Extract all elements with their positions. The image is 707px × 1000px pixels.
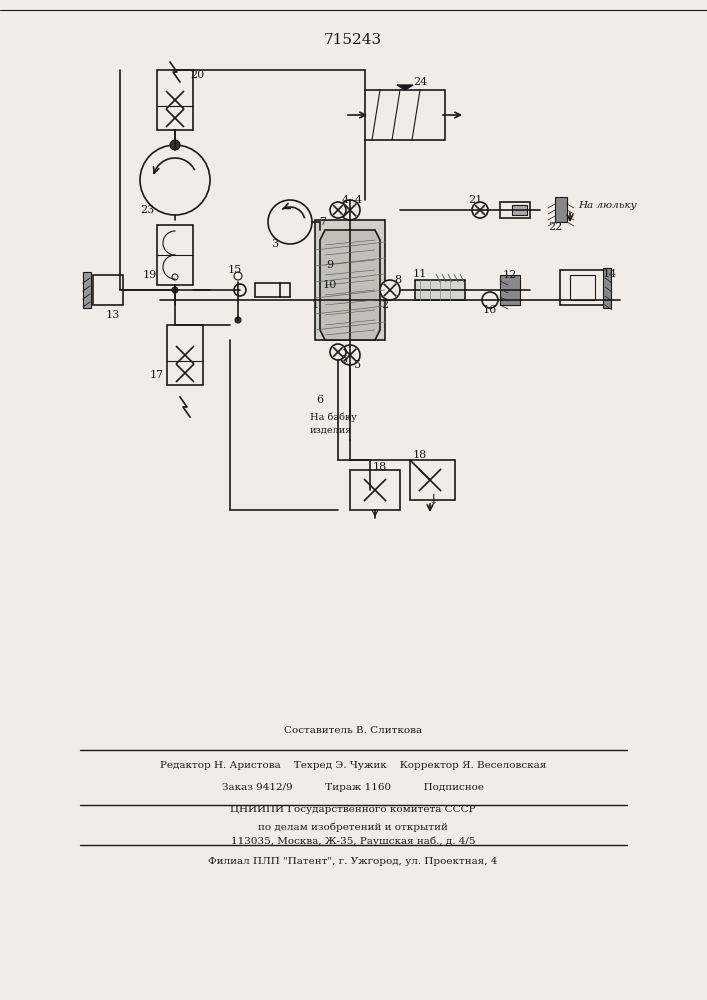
- Text: 14: 14: [603, 269, 617, 279]
- Text: 19: 19: [143, 270, 157, 280]
- Text: 15: 15: [228, 265, 242, 275]
- Bar: [410, 460, 455, 500]
- Polygon shape: [397, 85, 413, 90]
- Text: На люльку: На люльку: [578, 200, 636, 210]
- Text: 10: 10: [323, 280, 337, 290]
- Text: по делам изобретений и открытий: по делам изобретений и открытий: [258, 822, 448, 832]
- Bar: [570, 275, 595, 300]
- Circle shape: [268, 200, 312, 244]
- Circle shape: [172, 274, 178, 280]
- Text: 5: 5: [354, 360, 361, 370]
- Text: ЦНИИПИ Государственного комитета СССР: ЦНИИПИ Государственного комитета СССР: [230, 805, 476, 814]
- Circle shape: [140, 145, 210, 215]
- Bar: [555, 197, 567, 222]
- Bar: [315, 220, 385, 340]
- Text: 1: 1: [312, 300, 319, 310]
- Text: 7: 7: [320, 217, 327, 227]
- Text: 17: 17: [150, 370, 164, 380]
- Text: 6: 6: [317, 395, 324, 405]
- Circle shape: [330, 344, 346, 360]
- Bar: [93, 275, 123, 305]
- Bar: [500, 275, 520, 305]
- Text: 9: 9: [327, 260, 334, 270]
- Bar: [83, 272, 91, 308]
- Bar: [500, 202, 530, 218]
- Text: Заказ 9412/9          Тираж 1160          Подписное: Заказ 9412/9 Тираж 1160 Подписное: [222, 782, 484, 792]
- Text: 715243: 715243: [324, 33, 382, 47]
- Circle shape: [340, 345, 360, 365]
- Text: На бабку: На бабку: [310, 412, 357, 422]
- Text: 13: 13: [106, 310, 120, 320]
- Bar: [365, 90, 445, 140]
- Text: 5: 5: [341, 355, 349, 365]
- Circle shape: [172, 287, 178, 293]
- Bar: [255, 283, 290, 297]
- Bar: [157, 70, 193, 130]
- Text: 3: 3: [271, 239, 279, 249]
- Text: ↓: ↓: [427, 493, 439, 507]
- Text: 11: 11: [413, 269, 427, 279]
- Circle shape: [380, 280, 400, 300]
- Circle shape: [340, 200, 360, 220]
- Text: 2: 2: [382, 300, 389, 310]
- Text: 24: 24: [413, 77, 427, 87]
- Text: 21: 21: [468, 195, 482, 205]
- Bar: [157, 225, 193, 285]
- Bar: [415, 280, 465, 300]
- Circle shape: [330, 202, 346, 218]
- Text: Филиал ПЛП "Патент", г. Ужгород, ул. Проектная, 4: Филиал ПЛП "Патент", г. Ужгород, ул. Про…: [209, 857, 498, 866]
- Circle shape: [234, 284, 246, 296]
- Text: 20: 20: [190, 70, 204, 80]
- Bar: [603, 268, 611, 308]
- Text: 22: 22: [548, 222, 562, 232]
- Circle shape: [235, 317, 241, 323]
- Circle shape: [472, 202, 488, 218]
- Text: 12: 12: [503, 270, 517, 280]
- Circle shape: [482, 292, 498, 308]
- Bar: [350, 470, 400, 510]
- Bar: [560, 270, 605, 305]
- Text: 4: 4: [341, 195, 349, 205]
- Bar: [512, 205, 527, 215]
- Text: Редактор Н. Аристова    Техред Э. Чужик    Корректор Я. Веселовская: Редактор Н. Аристова Техред Э. Чужик Кор…: [160, 760, 546, 770]
- Text: Составитель В. Слиткова: Составитель В. Слиткова: [284, 726, 422, 735]
- Text: 8: 8: [395, 275, 402, 285]
- Text: 23: 23: [140, 205, 154, 215]
- Text: 4: 4: [354, 195, 361, 205]
- Text: 16: 16: [483, 305, 497, 315]
- Text: 18: 18: [413, 450, 427, 460]
- Bar: [167, 325, 203, 385]
- Circle shape: [170, 140, 180, 150]
- Text: 113035, Москва, Ж-35, Раушская наб., д. 4/5: 113035, Москва, Ж-35, Раушская наб., д. …: [230, 837, 475, 846]
- Text: 18: 18: [373, 462, 387, 472]
- Text: изделия: изделия: [310, 426, 352, 434]
- Polygon shape: [320, 230, 380, 340]
